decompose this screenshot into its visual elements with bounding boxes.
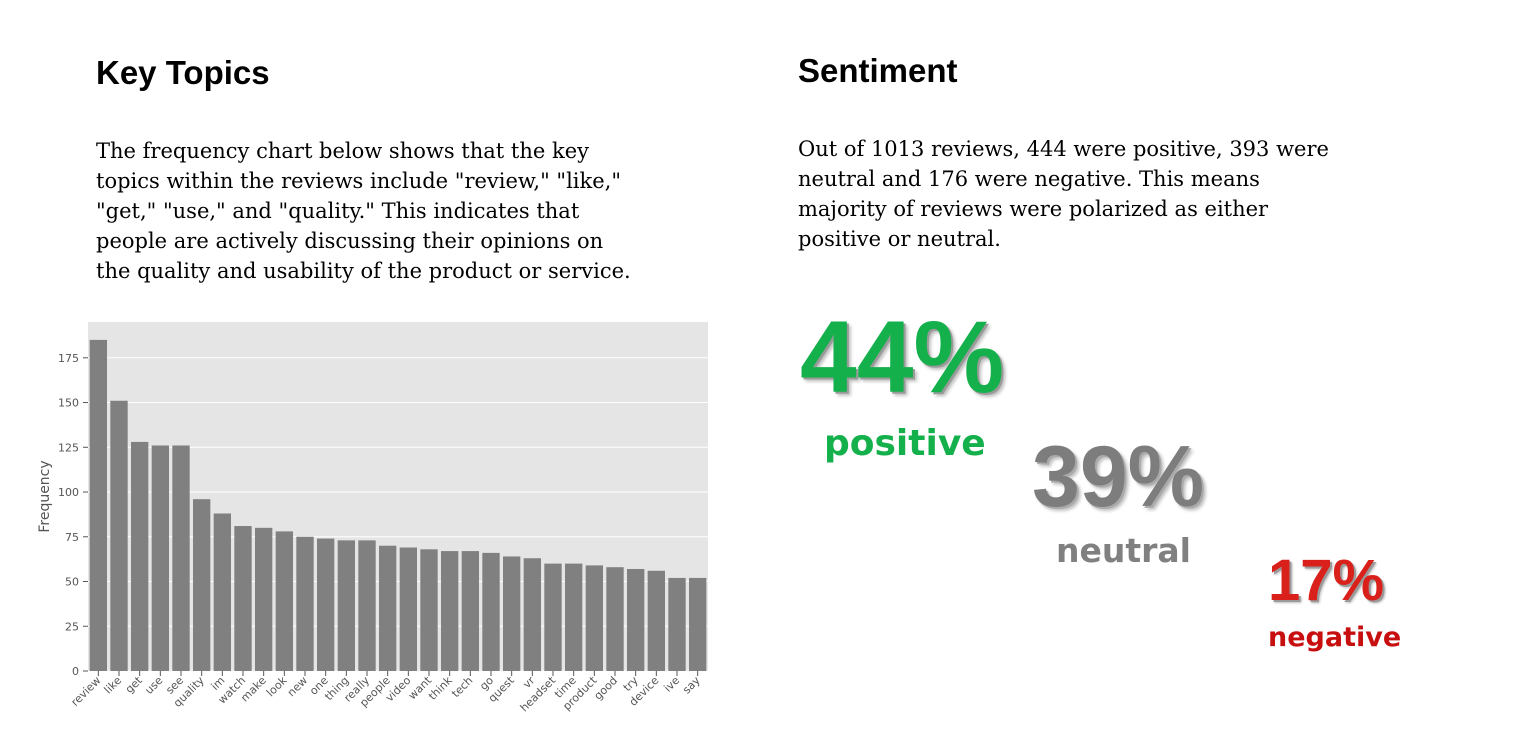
- bar-see: [172, 445, 190, 671]
- x-tick-label: like: [102, 674, 125, 697]
- bar-think: [440, 551, 459, 671]
- bar-time: [564, 563, 583, 671]
- positive-percent: 44%: [800, 300, 1005, 414]
- bar-really: [358, 540, 376, 671]
- bar-use: [151, 445, 170, 671]
- positive-label: positive: [824, 423, 986, 464]
- y-tick-label: 125: [58, 441, 79, 454]
- x-tick-label: review: [69, 674, 104, 709]
- y-tick-label: 150: [58, 397, 79, 410]
- y-tick-label: 175: [58, 352, 79, 365]
- bar-tech: [461, 551, 480, 671]
- x-tick-label: use: [142, 674, 165, 697]
- key-topics-description: The frequency chart below shows that the…: [96, 139, 631, 283]
- x-tick-label: say: [680, 674, 703, 697]
- y-tick-label: 50: [65, 576, 79, 589]
- sentiment-description: Out of 1013 reviews, 444 were positive, …: [798, 137, 1329, 251]
- y-tick-label: 100: [58, 486, 79, 499]
- bar-video: [399, 547, 418, 671]
- bar-people: [378, 545, 397, 671]
- bar-vr: [523, 558, 542, 671]
- y-tick-label: 75: [65, 531, 79, 544]
- bar-im: [213, 513, 232, 671]
- key-topics-title: Key Topics: [96, 54, 270, 91]
- bar-good: [606, 567, 624, 671]
- bar-go: [482, 552, 500, 671]
- x-tick-label: tech: [449, 674, 475, 700]
- bar-quality: [192, 499, 211, 671]
- sentiment-title: Sentiment: [798, 52, 958, 89]
- bar-ive: [668, 577, 686, 671]
- bar-make: [254, 527, 273, 671]
- negative-percent: 17%: [1268, 548, 1385, 613]
- x-tick-label: new: [285, 674, 310, 699]
- bar-get: [130, 441, 149, 671]
- x-tick-label: ive: [661, 674, 682, 695]
- bar-like: [110, 400, 128, 671]
- negative-label: negative: [1268, 622, 1402, 653]
- bar-watch: [234, 526, 252, 671]
- x-tick-label: get: [123, 673, 145, 695]
- bar-want: [420, 549, 438, 671]
- bar-device: [647, 570, 666, 671]
- bar-try: [626, 568, 645, 671]
- plot-area: 0255075100125150175reviewlikegetuseseequ…: [58, 322, 708, 714]
- bar-product: [585, 565, 604, 671]
- y-tick-label: 0: [72, 665, 79, 678]
- x-tick-label: look: [264, 673, 290, 699]
- plot-background: [88, 322, 708, 671]
- bar-new: [296, 536, 314, 671]
- bar-quest: [502, 556, 521, 671]
- bar-one: [316, 538, 335, 671]
- bar-thing: [337, 540, 356, 671]
- bar-review: [89, 339, 108, 671]
- y-tick-label: 25: [65, 620, 79, 633]
- neutral-label: neutral: [1056, 531, 1191, 570]
- y-axis-label: Frequency: [37, 460, 53, 532]
- bar-look: [275, 531, 294, 671]
- bar-headset: [544, 563, 562, 671]
- frequency-bar-chart: Frequency 0255075100125150175reviewlikeg…: [37, 322, 708, 714]
- bar-say: [688, 577, 707, 671]
- neutral-percent: 39%: [1032, 429, 1205, 525]
- x-tick-label: good: [592, 674, 621, 703]
